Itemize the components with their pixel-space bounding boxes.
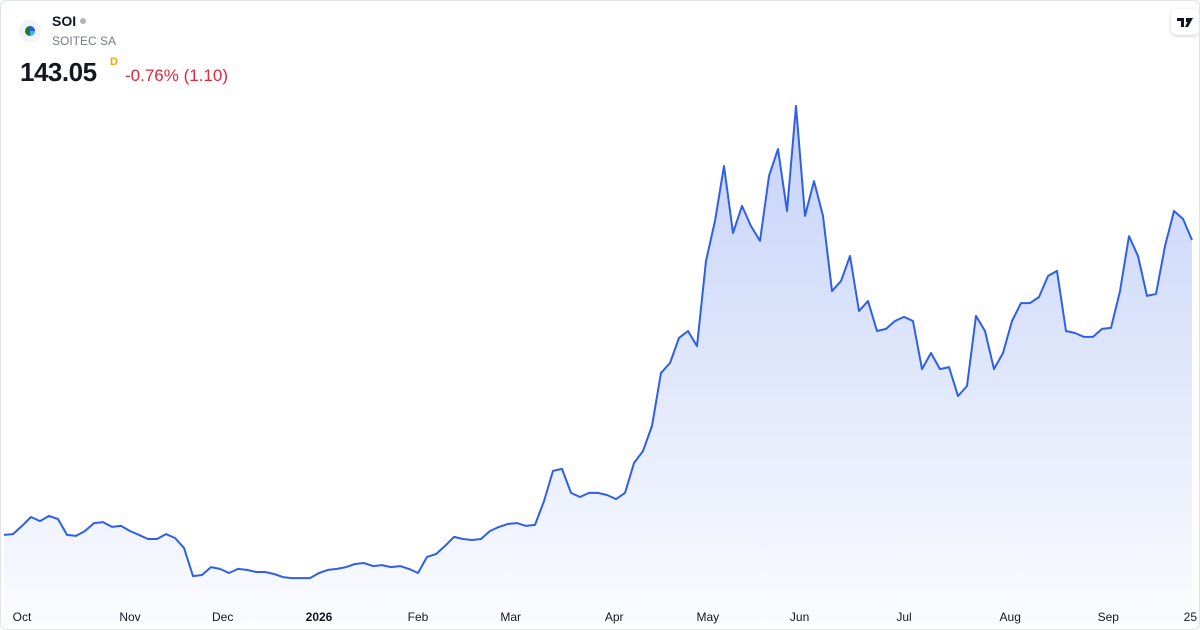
logo [19,20,41,42]
status-dot [80,18,86,24]
interval: D [110,56,118,68]
x-tick-label: 25 [1184,610,1198,624]
price-line [3,104,1193,580]
x-tick-label: Apr [605,610,624,624]
x-tick-label: May [696,610,719,624]
x-tick-label: Mar [500,610,521,624]
x-tick-label: Oct [13,610,32,624]
x-tick-label: 2026 [306,610,333,624]
x-tick-label: Dec [212,610,233,624]
change: -0.76% (1.10) [125,66,228,85]
x-tick-label: Nov [119,610,140,624]
price: 143.05 [20,57,97,87]
symbol: SOI [52,13,77,29]
area-fill [4,105,1192,626]
x-tick-label: Aug [1000,610,1021,624]
x-tick-label: Sep [1098,610,1120,624]
x-tick-label: Feb [408,610,429,624]
tradingview-logo[interactable] [1171,9,1199,35]
company-name: SOITEC SA [52,34,117,48]
x-tick-label: Jun [790,610,809,624]
x-tick-label: Jul [896,610,911,624]
